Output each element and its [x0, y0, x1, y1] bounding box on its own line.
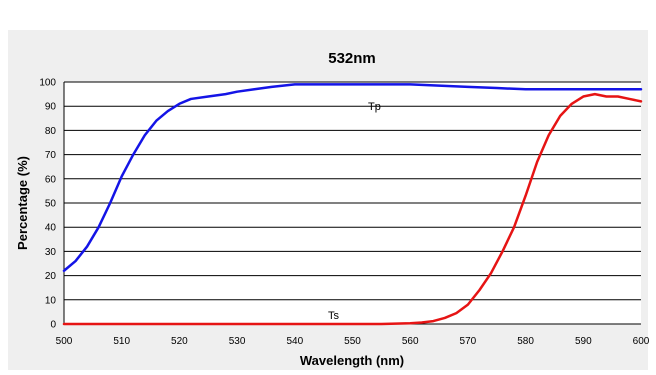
x-tick-label: 590 [575, 336, 592, 347]
x-tick-label: 500 [56, 336, 73, 347]
series-line-tp [62, 83, 643, 273]
x-tick-label: 550 [344, 336, 361, 347]
series-line-ts [62, 92, 643, 326]
x-tick-label: 510 [113, 336, 130, 347]
series-lines [62, 83, 643, 326]
grid-lines [63, 81, 641, 325]
x-tick-label: 560 [402, 336, 419, 347]
x-axis-title: Wavelength (nm) [300, 353, 404, 368]
y-tick-label: 30 [45, 247, 57, 258]
y-tick-label: 70 [45, 150, 57, 161]
series-label-tp: Tp [368, 101, 381, 113]
y-tick-label: 10 [45, 295, 57, 306]
series-label-ts: Ts [328, 310, 340, 322]
y-tick-label: 90 [45, 102, 57, 113]
y-axis-title: Percentage (%) [15, 156, 30, 250]
chart-labels: 532nm Wavelength (nm) Percentage (%) Tp … [15, 50, 404, 368]
y-tick-label: 60 [45, 174, 57, 185]
chart-title: 532nm [328, 50, 376, 67]
x-tick-label: 600 [633, 336, 650, 347]
y-tick-label: 20 [45, 271, 57, 282]
y-tick-label: 50 [45, 199, 57, 210]
y-tick-label: 0 [50, 320, 56, 331]
y-tick-label: 80 [45, 126, 57, 137]
y-tick-label: 100 [39, 78, 56, 89]
y-tick-label: 40 [45, 223, 57, 234]
x-tick-label: 530 [229, 336, 246, 347]
x-tick-label: 580 [517, 336, 534, 347]
tick-labels: 0 10 20 30 40 50 60 70 80 90 100 500 510 520 530 540 550… [39, 78, 649, 348]
x-tick-label: 520 [171, 336, 188, 347]
x-tick-label: 570 [460, 336, 477, 347]
x-tick-label: 540 [286, 336, 303, 347]
